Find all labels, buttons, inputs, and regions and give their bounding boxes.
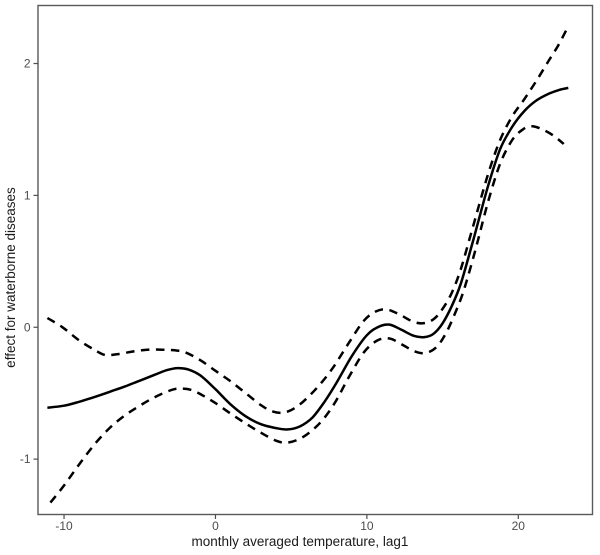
lower-confidence-band-curve [49,124,565,504]
curve-layer [46,28,569,504]
x-tick-label: 0 [212,519,219,533]
x-axis-title: monthly averaged temperature, lag1 [191,534,409,549]
y-tick-label: 0 [24,320,31,334]
x-tick-label: 20 [512,519,526,533]
x-tick-label: -10 [55,519,73,533]
plot-panel-border [37,4,594,516]
smooth-fit-curve [47,86,569,431]
y-tick-label: 1 [24,188,31,202]
y-axis-title: effect for waterborne diseases [3,187,18,368]
y-tick-label: 2 [24,57,31,71]
upper-confidence-band-curve [46,28,568,415]
x-tick-label: 10 [360,519,374,533]
y-tick-label: -1 [20,452,31,466]
